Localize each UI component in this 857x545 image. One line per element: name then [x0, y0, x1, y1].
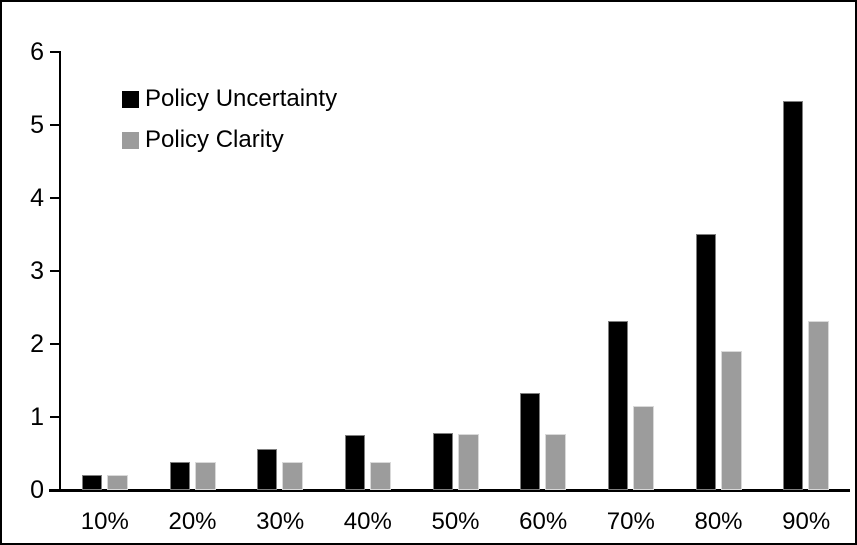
bar-policy-clarity-20pct	[194, 462, 216, 490]
x-tick-label: 30%	[256, 508, 305, 535]
y-axis-tick	[50, 343, 59, 345]
bar-policy-uncertainty-90pct	[783, 101, 804, 490]
bar-policy-clarity-40pct	[369, 462, 391, 490]
x-tick-label: 60%	[519, 508, 568, 535]
y-axis-line	[59, 51, 61, 490]
y-axis-tick	[50, 270, 59, 272]
legend-label: Policy Clarity	[145, 126, 284, 153]
bar-policy-clarity-50pct	[457, 434, 479, 490]
bar-policy-clarity-10pct	[106, 475, 128, 490]
legend: Policy Uncertainty Policy Clarity	[122, 85, 337, 171]
legend-swatch-policy-clarity	[122, 131, 139, 149]
legend-entry-policy-uncertainty: Policy Uncertainty	[122, 85, 337, 112]
x-tick-label: 10%	[80, 508, 129, 535]
legend-label: Policy Uncertainty	[145, 85, 338, 112]
bar-policy-uncertainty-50pct	[432, 433, 453, 490]
bar-policy-clarity-60pct	[545, 434, 567, 490]
y-axis-tick	[50, 197, 59, 199]
y-tick-label: 2	[30, 330, 44, 358]
bar-policy-uncertainty-20pct	[169, 462, 190, 490]
y-tick-label: 5	[30, 111, 44, 139]
y-tick-label: 3	[30, 257, 44, 285]
bar-policy-clarity-80pct	[720, 351, 742, 490]
bar-policy-uncertainty-80pct	[695, 234, 716, 490]
bar-policy-clarity-70pct	[632, 406, 654, 490]
bar-policy-clarity-30pct	[282, 462, 304, 490]
y-tick-label: 6	[30, 38, 44, 66]
x-tick-label: 20%	[168, 508, 217, 535]
legend-swatch-policy-uncertainty	[122, 90, 139, 108]
bar-policy-uncertainty-70pct	[607, 321, 628, 490]
y-tick-label: 4	[30, 184, 44, 212]
x-tick-label: 50%	[431, 508, 480, 535]
bar-policy-clarity-90pct	[808, 321, 830, 490]
y-tick-label: 1	[30, 403, 44, 431]
bar-policy-uncertainty-40pct	[344, 435, 365, 490]
y-tick-label: 0	[30, 476, 44, 504]
legend-entry-policy-clarity: Policy Clarity	[122, 126, 337, 153]
x-axis-line	[49, 489, 850, 492]
y-axis-tick	[50, 489, 59, 491]
x-tick-label: 70%	[606, 508, 655, 535]
y-axis-tick	[50, 416, 59, 418]
x-tick-label: 90%	[782, 508, 831, 535]
y-axis-tick	[50, 51, 59, 53]
y-axis-tick	[50, 124, 59, 126]
bar-policy-uncertainty-10pct	[81, 475, 102, 490]
x-tick-label: 40%	[343, 508, 392, 535]
x-tick-label: 80%	[694, 508, 743, 535]
bar-policy-uncertainty-30pct	[257, 449, 278, 490]
bar-policy-uncertainty-60pct	[520, 393, 541, 490]
